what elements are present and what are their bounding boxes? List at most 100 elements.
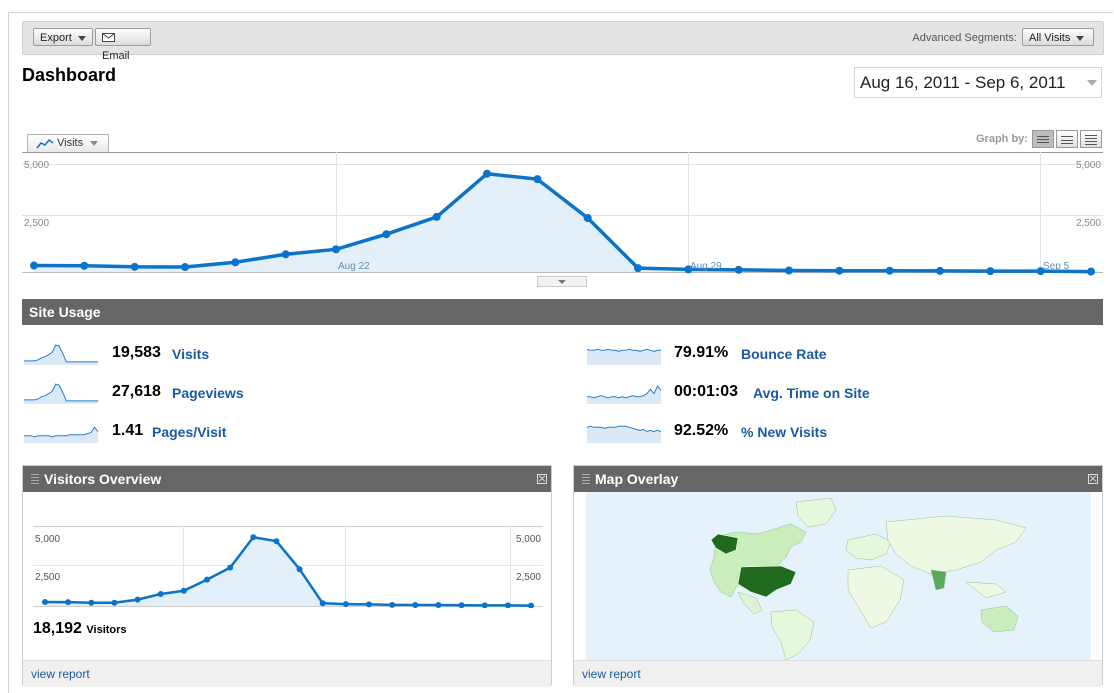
sparkline-bounce-rate — [587, 348, 661, 365]
sparkline-line — [24, 426, 98, 438]
usage-row-pages-visit: 1.41 Pages/Visit — [24, 419, 564, 443]
data-point-aug-27 — [583, 214, 592, 222]
usage-row-new-visits: 92.52% % New Visits — [587, 419, 1087, 443]
usage-value: 92.52% — [674, 422, 729, 439]
view-report-link[interactable]: view report — [31, 667, 90, 681]
sparkline-area — [587, 349, 661, 365]
usage-link-bounce-rate[interactable]: Bounce Rate — [741, 346, 827, 362]
usage-link-visits[interactable]: Visits — [172, 346, 210, 362]
series-area — [45, 537, 531, 606]
usage-row-visits: 19,583 Visits — [24, 341, 564, 365]
graph-by-month-button[interactable] — [1080, 130, 1102, 148]
segments-value: All Visits — [1029, 32, 1071, 44]
page-title: Dashboard — [22, 65, 117, 85]
south-america-shape — [770, 609, 815, 661]
drag-handle-icon[interactable] — [582, 474, 590, 484]
close-icon[interactable] — [537, 474, 547, 484]
data-point-aug-26 — [273, 538, 280, 545]
usage-link-pages-visit[interactable]: Pages/Visit — [152, 424, 227, 440]
sparkline-line — [24, 383, 98, 402]
visitors-overview-panel: Visitors Overview 5,000 2,500 5,000 2,50… — [22, 465, 552, 687]
segments-select[interactable]: All Visits — [1022, 28, 1094, 46]
graph-by-week-button[interactable] — [1056, 130, 1078, 148]
india-shape — [930, 569, 947, 591]
vo-y-tick-right-5000: 5,000 — [516, 534, 541, 545]
data-point-sep-3 — [936, 266, 944, 275]
email-button[interactable]: Email — [95, 28, 151, 62]
metric-selector[interactable]: Visits — [27, 134, 109, 152]
data-point-aug-20 — [134, 596, 141, 603]
data-point-sep-4 — [481, 602, 488, 608]
graph-by-day-button[interactable] — [1032, 130, 1054, 148]
usage-value: 19,583 — [112, 344, 161, 361]
series-line — [33, 171, 1092, 274]
visitors-chart: 5,000 2,500 5,000 2,500 — [33, 526, 543, 608]
data-point-aug-28 — [634, 264, 642, 273]
chevron-down-icon — [558, 280, 566, 284]
data-point-aug-27 — [296, 566, 303, 573]
usa-shape — [737, 565, 797, 598]
advanced-segments-label: Advanced Segments: — [912, 32, 1017, 44]
data-point-aug-29 — [684, 265, 693, 274]
greenland-shape — [795, 497, 837, 528]
date-range-picker[interactable]: Aug 16, 2011 - Sep 6, 2011 — [854, 67, 1102, 98]
usage-link-new-visits[interactable]: % New Visits — [741, 424, 828, 440]
data-point-sep-4 — [986, 267, 995, 276]
series-line — [44, 535, 532, 607]
y-tick-right-2500: 2,500 — [1076, 218, 1101, 229]
usage-row-avg-time: 00:01:03 Avg. Time on Site — [587, 380, 1087, 404]
africa-shape — [847, 565, 905, 629]
usage-row-pageviews: 27,618 Pageviews — [24, 380, 564, 404]
australia-shape — [980, 605, 1019, 633]
map-overlay-header[interactable]: Map Overlay — [574, 466, 1102, 492]
data-point-sep-6 — [528, 602, 534, 608]
envelope-icon — [102, 33, 115, 42]
data-point-aug-23 — [382, 230, 391, 239]
view-report-link[interactable]: view report — [582, 667, 641, 681]
data-point-aug-20 — [231, 258, 240, 267]
visitors-overview-footer: view report — [23, 660, 551, 687]
data-point-aug-21 — [281, 250, 290, 259]
data-point-sep-5 — [1036, 267, 1045, 276]
data-point-aug-23 — [204, 576, 210, 583]
usage-value: 27,618 — [112, 383, 161, 400]
sparkline-line — [24, 344, 98, 363]
usage-link-avg-time[interactable]: Avg. Time on Site — [753, 385, 870, 401]
close-icon[interactable] — [1088, 474, 1098, 484]
y-tick-right-5000: 5,000 — [1076, 160, 1101, 171]
visitors-overview-header[interactable]: Visitors Overview — [23, 466, 551, 492]
series-area — [34, 173, 1091, 272]
map-overlay-title: Map Overlay — [595, 471, 679, 487]
data-point-sep-5 — [504, 602, 511, 608]
drag-handle-icon[interactable] — [31, 474, 39, 484]
x-label-sep5: Sep 5 — [1043, 261, 1070, 272]
x-label-aug22: Aug 22 — [338, 261, 370, 272]
vo-y-tick-left-2500: 2,500 — [35, 572, 60, 583]
world-map-graphic — [709, 497, 1027, 661]
data-point-sep-1 — [835, 266, 844, 275]
x-label-aug29: Aug 29 — [690, 261, 722, 272]
usage-row-bounce-rate: 79.91% Bounce Rate — [587, 341, 1087, 365]
usage-link-pageviews[interactable]: Pageviews — [172, 385, 244, 401]
data-point-aug-16 — [42, 599, 48, 605]
data-point-aug-29 — [342, 601, 349, 608]
data-point-aug-28 — [319, 600, 326, 607]
graph-by-label: Graph by: — [976, 133, 1028, 145]
sparkline-line — [587, 348, 661, 352]
data-point-aug-31 — [785, 266, 793, 275]
data-point-aug-24 — [432, 212, 441, 221]
world-map[interactable] — [586, 492, 1091, 661]
data-point-aug-21 — [157, 591, 164, 597]
export-button[interactable]: Export — [33, 28, 93, 46]
collapse-chart-toggle[interactable] — [537, 276, 587, 287]
map-overlay-panel: Map Overlay view report — [573, 465, 1103, 687]
data-point-sep-3 — [458, 602, 465, 608]
chevron-down-icon — [1076, 35, 1085, 41]
data-point-sep-2 — [435, 602, 442, 608]
chevron-down-icon — [90, 141, 98, 146]
sparkline-avg-time — [587, 385, 661, 404]
sparkline-line — [587, 425, 661, 433]
y-tick-left-2500: 2,500 — [24, 218, 49, 229]
report-toolbar: Export Email Advanced Segments: All Visi… — [22, 21, 1104, 62]
site-usage-title: Site Usage — [29, 304, 101, 320]
